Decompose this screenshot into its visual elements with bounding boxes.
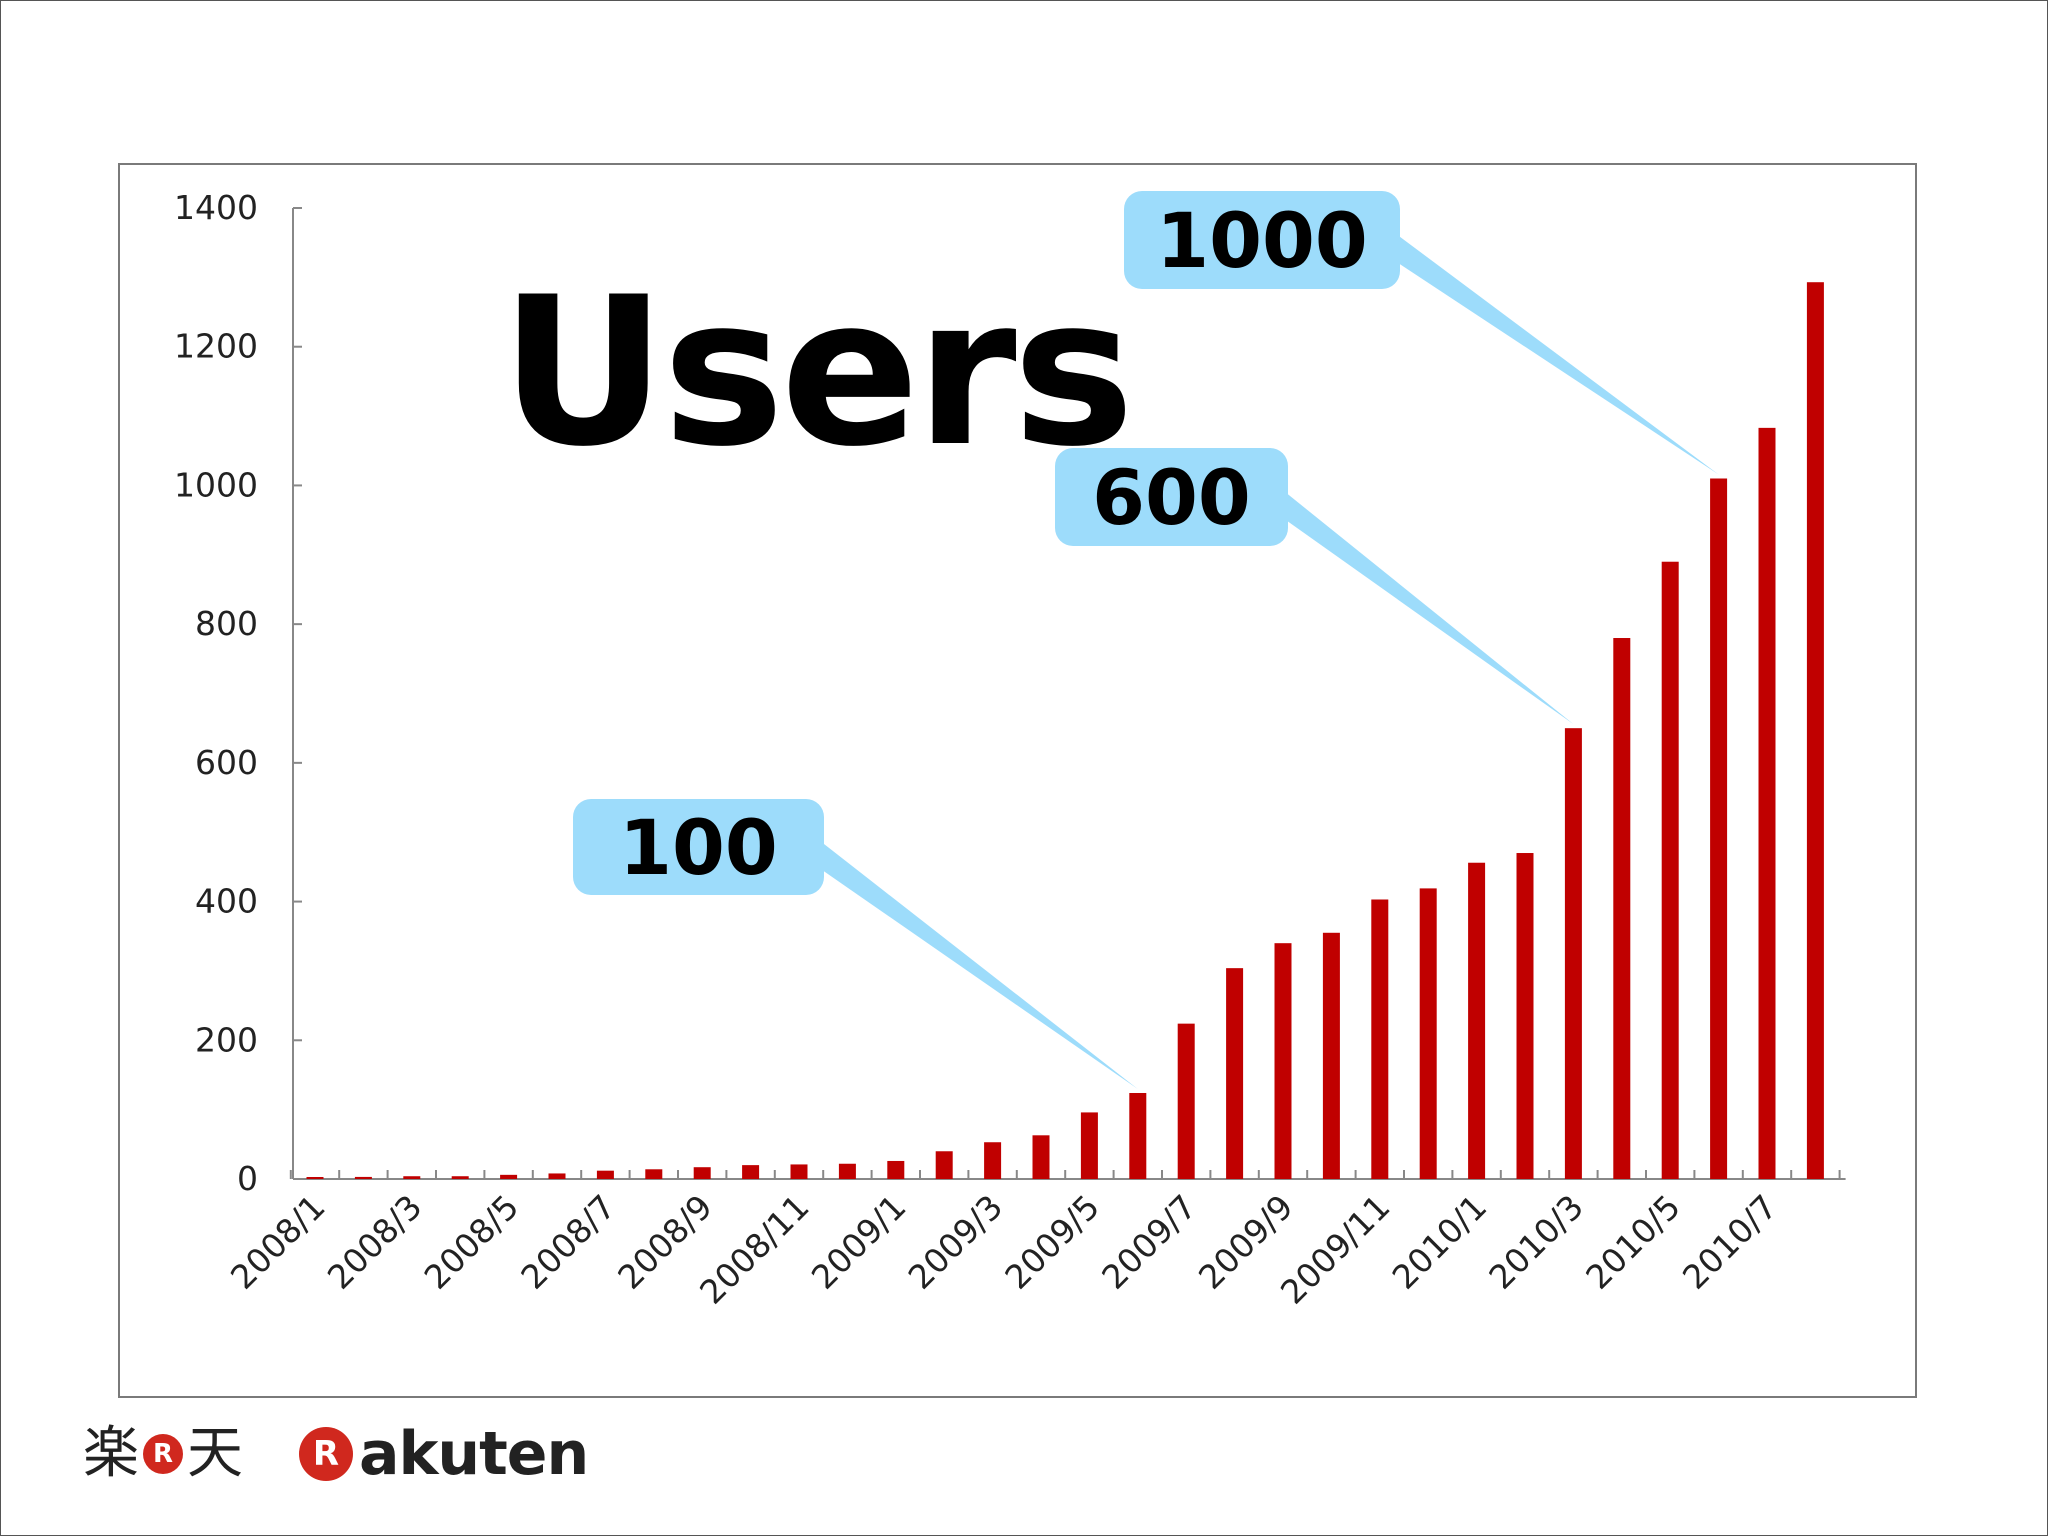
bar xyxy=(306,1177,324,1179)
y-tick-label: 200 xyxy=(195,1020,258,1059)
callout-pointer xyxy=(1280,487,1574,725)
y-tick-label: 1400 xyxy=(174,188,258,227)
bar xyxy=(1613,638,1631,1179)
callout-box xyxy=(573,799,824,895)
y-tick-label: 600 xyxy=(195,743,258,782)
bar xyxy=(1371,899,1389,1179)
x-tick-label: 2009/5 xyxy=(997,1187,1107,1297)
bar xyxy=(1032,1135,1050,1179)
bar xyxy=(1226,968,1244,1179)
bar xyxy=(548,1173,566,1179)
bar xyxy=(935,1151,953,1179)
bar xyxy=(500,1174,518,1179)
x-tick-label: 2010/3 xyxy=(1481,1187,1591,1297)
bar xyxy=(790,1164,808,1179)
chart-title: Users xyxy=(500,254,1131,492)
y-tick-label: 1200 xyxy=(174,327,258,366)
bar xyxy=(1322,932,1340,1179)
r-circle-icon: R xyxy=(143,1434,183,1474)
bar xyxy=(1080,1112,1098,1179)
bar xyxy=(838,1163,856,1179)
bar xyxy=(645,1169,663,1179)
rakuten-r-logo-icon: R xyxy=(299,1427,353,1481)
y-tick-label: 0 xyxy=(237,1159,258,1198)
bar xyxy=(1710,478,1728,1179)
y-tick-label: 1000 xyxy=(174,465,258,504)
rakuten-wordmark: akuten xyxy=(359,1419,589,1489)
bar xyxy=(403,1176,421,1179)
rakuten-logos: 楽 R 天 R akuten xyxy=(83,1419,589,1489)
callout-label: 1000 xyxy=(1156,196,1368,285)
callout-box xyxy=(1124,191,1400,289)
callout-pointer xyxy=(1392,230,1719,475)
callout-label: 600 xyxy=(1092,453,1251,542)
chart-frame: 0 200 400 600 800 1000 1200 1400 2008/1 2008/3 200… xyxy=(118,163,1917,1398)
x-tick-label: 2010/7 xyxy=(1675,1187,1785,1297)
bar xyxy=(984,1142,1002,1179)
bar xyxy=(1274,943,1292,1179)
y-tick-label: 800 xyxy=(195,604,258,643)
bar xyxy=(887,1160,905,1179)
bar xyxy=(742,1165,760,1179)
x-tick-label: 2008/7 xyxy=(513,1187,623,1297)
bar xyxy=(693,1167,711,1179)
x-tick-label: 2009/1 xyxy=(804,1187,914,1297)
bar xyxy=(1806,282,1824,1179)
bar xyxy=(451,1176,469,1179)
x-tick-label: 2008/5 xyxy=(417,1187,527,1297)
x-tick-label: 2008/3 xyxy=(320,1187,430,1297)
bar xyxy=(1468,862,1486,1179)
callout-label: 100 xyxy=(619,803,778,892)
x-tick-label: 2009/7 xyxy=(1094,1187,1204,1297)
x-tick-label: 2009/3 xyxy=(901,1187,1011,1297)
callout-box xyxy=(1055,448,1288,546)
y-tick-label: 400 xyxy=(195,882,258,921)
bar xyxy=(1564,728,1582,1179)
callout-pointer xyxy=(816,837,1138,1089)
x-tick-label: 2010/1 xyxy=(1385,1187,1495,1297)
users-bar-chart: 02004006008001000120014002008/12008/3200… xyxy=(174,188,1846,1312)
bar xyxy=(354,1176,372,1179)
bar xyxy=(1661,561,1679,1179)
bar xyxy=(1516,853,1534,1179)
kanji-logo-raku: 楽 xyxy=(83,1421,139,1486)
bar xyxy=(1177,1023,1195,1179)
bar xyxy=(1758,427,1776,1179)
x-tick-label: 2008/1 xyxy=(223,1187,333,1297)
bar xyxy=(1129,1092,1147,1179)
x-tick-label: 2010/5 xyxy=(1578,1187,1688,1297)
kanji-logo-ten: 天 xyxy=(187,1421,243,1486)
bar xyxy=(1419,888,1437,1179)
bar xyxy=(596,1170,614,1179)
